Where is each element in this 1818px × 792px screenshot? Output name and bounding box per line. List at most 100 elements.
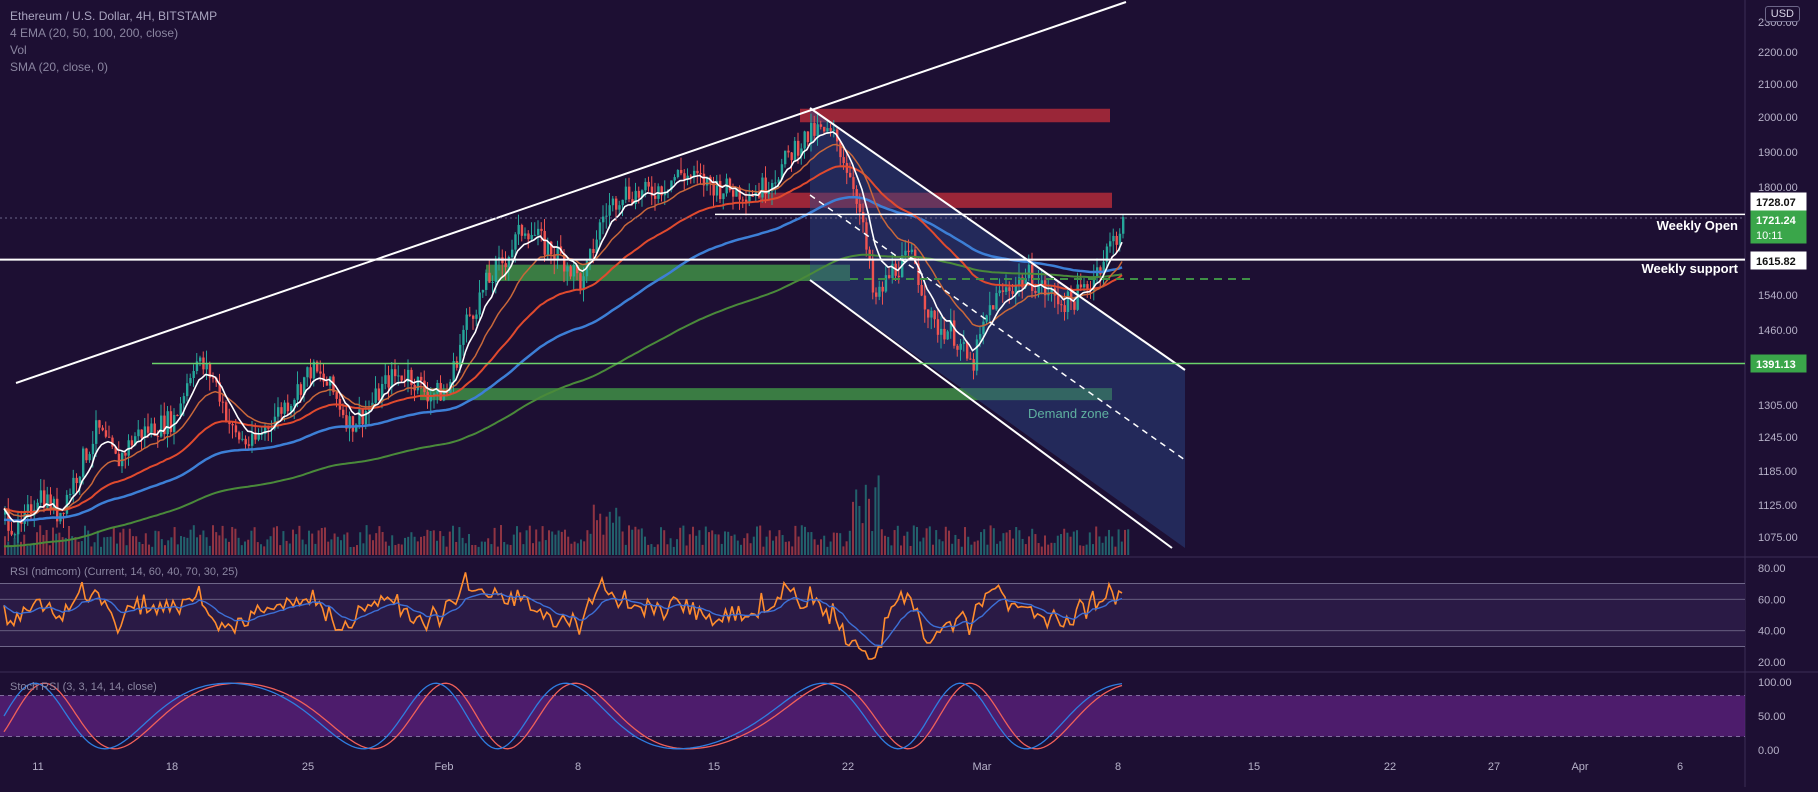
candle-body — [459, 344, 462, 368]
volume-bar — [141, 543, 144, 555]
candle-body — [114, 446, 117, 454]
candle-body — [550, 241, 553, 255]
volume-bar — [372, 540, 374, 555]
volume-bar — [42, 534, 45, 555]
volume-bar — [922, 537, 925, 555]
price-tag-value: 1728.07 — [1756, 197, 1796, 209]
volume-bar — [1114, 546, 1117, 555]
candle-body — [660, 186, 663, 196]
rsi-band-fill — [0, 583, 1745, 647]
volume-bar — [919, 541, 922, 555]
volume-bar — [250, 530, 253, 555]
volume-bar — [71, 536, 74, 555]
volume-bar — [55, 533, 58, 555]
candle-body — [10, 530, 13, 535]
ema-indicator-label[interactable]: 4 EMA (20, 50, 100, 200, close) — [10, 26, 179, 40]
volume-bar — [1095, 526, 1098, 555]
volume-bar — [701, 544, 704, 555]
volume-bar — [352, 546, 355, 555]
volume-bar — [356, 545, 358, 555]
candle-body — [117, 453, 121, 467]
volume-bar — [797, 536, 800, 555]
time-tick-label: Apr — [1571, 761, 1588, 773]
volume-bar — [535, 529, 538, 555]
volume-bar — [960, 546, 963, 555]
volume-bar — [1088, 532, 1091, 555]
candle-body — [988, 305, 992, 316]
volume-bar — [436, 540, 438, 555]
volume-bar — [288, 543, 291, 555]
candle-body — [979, 334, 982, 340]
candle-body — [839, 141, 842, 158]
rsi-tick-label: 40.00 — [1758, 626, 1786, 638]
candle-body — [933, 310, 936, 320]
volume-indicator-label[interactable]: Vol — [10, 43, 27, 57]
volume-bar — [452, 525, 454, 555]
volume-bar — [932, 544, 934, 555]
volume-bar — [183, 536, 186, 555]
volume-bar — [493, 527, 496, 555]
rsi-indicator-label[interactable]: RSI (ndmcom) (Current, 14, 60, 40, 70, 3… — [10, 566, 239, 578]
volume-bar — [189, 529, 192, 555]
volume-bar — [135, 536, 138, 555]
volume-bar — [221, 525, 224, 555]
price-tag: 1721.24 10:11 — [1750, 210, 1807, 244]
candle-body — [602, 216, 605, 223]
candle-body — [767, 191, 771, 194]
candle-body — [650, 186, 654, 196]
candle-body — [975, 339, 979, 371]
candle-body — [244, 438, 247, 445]
candle-body — [481, 289, 485, 293]
volume-bar — [237, 537, 240, 555]
volume-bar — [554, 534, 557, 555]
volume-bar — [852, 501, 854, 555]
volume-bar — [720, 543, 723, 555]
sma-indicator-label[interactable]: SMA (20, close, 0) — [10, 60, 109, 74]
candle-body — [858, 203, 862, 212]
volume-bar — [528, 525, 531, 555]
volume-bar — [1050, 542, 1053, 555]
ascending-trendline — [15, 1, 1127, 384]
volume-bar — [429, 530, 432, 555]
candle-body — [150, 423, 153, 433]
candle-body — [917, 263, 920, 286]
candle-body — [1024, 278, 1027, 288]
candle-body — [221, 401, 225, 403]
volume-bar — [967, 536, 970, 555]
candle-body — [1021, 277, 1024, 288]
candle-body — [810, 123, 813, 143]
volume-bar — [829, 541, 832, 555]
stoch-band-fill — [0, 695, 1745, 737]
currency-badge[interactable]: USD — [1764, 6, 1800, 22]
stoch-indicator-label[interactable]: Stoch RSI (3, 3, 14, 14, close) — [10, 681, 157, 693]
candle-body — [1112, 235, 1115, 242]
volume-bar — [391, 535, 394, 555]
volume-bar — [125, 545, 128, 555]
volume-bar — [362, 543, 365, 555]
resistance-zone — [800, 108, 1110, 123]
candle-body — [774, 182, 777, 184]
candle-body — [335, 392, 338, 399]
volume-bar — [144, 533, 147, 555]
volume-bar — [570, 543, 573, 555]
volume-bar — [413, 536, 416, 555]
candle-body — [907, 250, 910, 253]
symbol-title[interactable]: Ethereum / U.S. Dollar, 4H, BITSTAMP — [10, 9, 218, 23]
volume-bar — [48, 545, 51, 555]
candle-body — [1079, 284, 1083, 288]
candle-body — [192, 370, 195, 379]
candle-body — [595, 239, 598, 254]
candle-body — [322, 373, 325, 382]
time-tick-label: 11 — [32, 761, 43, 773]
volume-bar — [893, 530, 896, 555]
volume-bar — [384, 541, 387, 555]
candle-body — [589, 248, 592, 261]
ema-50-line — [3, 165, 1123, 514]
candle-body — [88, 454, 91, 461]
volume-bar — [644, 536, 646, 555]
volume-bar — [586, 530, 589, 555]
candle-body — [764, 177, 767, 194]
volume-bar — [346, 532, 349, 555]
